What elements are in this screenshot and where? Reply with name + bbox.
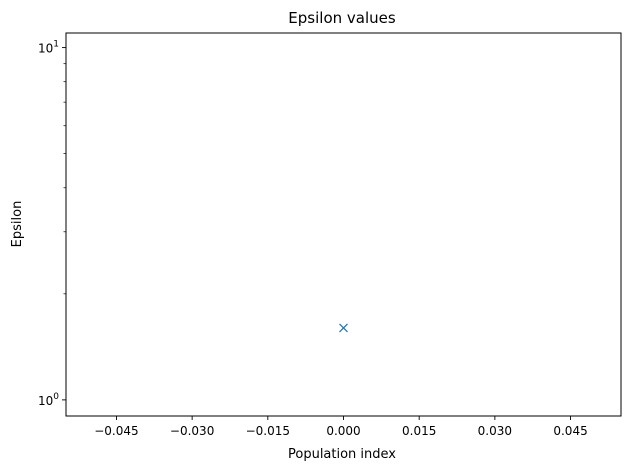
data-point-x-marker <box>339 323 348 333</box>
x-tick-label: 0.045 <box>553 424 587 438</box>
x-tick-label: −0.030 <box>170 424 214 438</box>
chart-title: Epsilon values <box>288 9 396 27</box>
data-layer <box>339 323 348 333</box>
x-tick-label: −0.015 <box>246 424 290 438</box>
y-axis-label: Epsilon <box>10 201 25 248</box>
y-tick-label: 100 <box>38 392 59 408</box>
marker-stroke <box>339 323 348 333</box>
x-tick-label: 0.000 <box>326 424 360 438</box>
x-tick-label: 0.030 <box>478 424 512 438</box>
x-tick-label: 0.015 <box>402 424 436 438</box>
x-axis-label: Population index <box>288 447 396 462</box>
x-tick-label: −0.045 <box>94 424 138 438</box>
y-axis: 100 101 <box>38 40 66 408</box>
y-tick-label: 101 <box>38 40 59 56</box>
x-axis: −0.045 −0.030 −0.015 0.000 0.015 0.030 0.045 <box>94 416 588 438</box>
